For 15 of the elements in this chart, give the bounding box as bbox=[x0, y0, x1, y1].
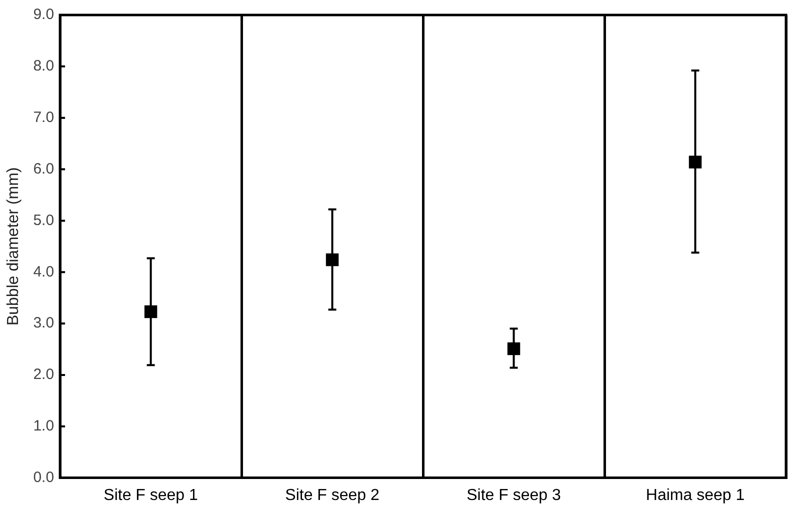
x-tick-label: Site F seep 2 bbox=[285, 486, 380, 504]
y-tick-label: 1.0 bbox=[33, 418, 54, 435]
x-tick-label: Site F seep 3 bbox=[466, 486, 562, 504]
y-tick-label: 5.0 bbox=[33, 212, 54, 229]
y-tick-label: 2.0 bbox=[33, 366, 54, 384]
y-tick-label: 3.0 bbox=[33, 314, 54, 332]
y-tick-label: 4.0 bbox=[33, 263, 54, 280]
y-tick-label: 7.0 bbox=[33, 108, 54, 126]
y-tick-label: 9.0 bbox=[33, 6, 54, 24]
x-tick-label: Haima seep 1 bbox=[646, 486, 745, 504]
y-axis-title: Bubble diameter (mm) bbox=[5, 167, 22, 326]
x-tick-label: Site F seep 1 bbox=[104, 486, 198, 504]
y-tick-label: 8.0 bbox=[33, 58, 54, 75]
y-tick-label: 0.0 bbox=[33, 468, 54, 486]
y-tick-label: 6.0 bbox=[33, 160, 54, 178]
